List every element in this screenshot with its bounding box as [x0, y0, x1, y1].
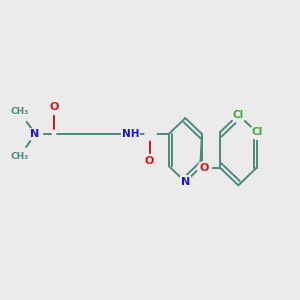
- Text: CH₃: CH₃: [11, 107, 29, 116]
- Text: CH₃: CH₃: [11, 152, 29, 160]
- Text: N: N: [30, 129, 39, 139]
- Text: O: O: [199, 163, 208, 173]
- Text: O: O: [145, 156, 154, 166]
- Text: O: O: [49, 102, 58, 112]
- Text: Cl: Cl: [251, 127, 262, 137]
- Text: Cl: Cl: [233, 110, 244, 120]
- Text: N: N: [181, 177, 190, 187]
- Text: NH: NH: [122, 129, 139, 139]
